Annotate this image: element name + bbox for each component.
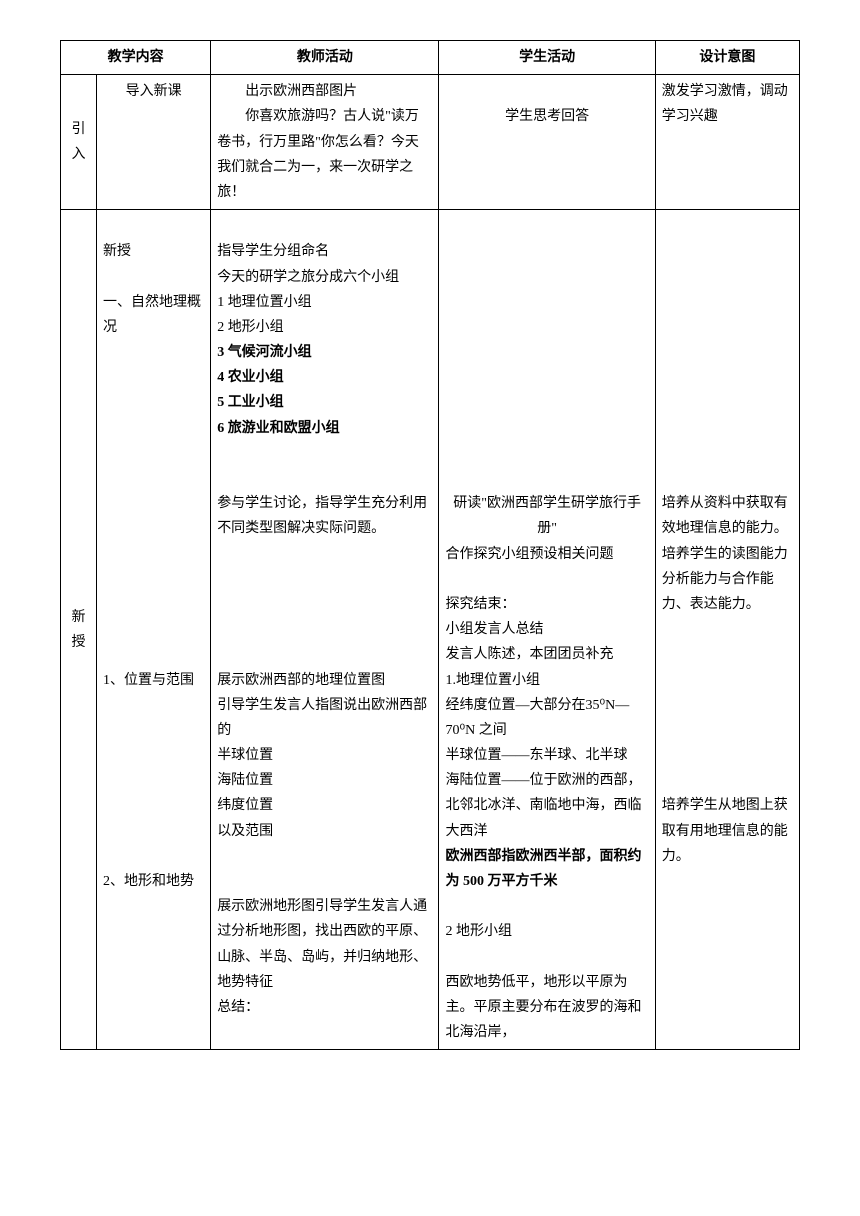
student-section1-line1: 经纬度位置—大部分在35⁰N—70⁰N 之间 [445,693,648,743]
intent-section1: 培养学生从地图上获取有用地理信息的能力。 [662,793,793,869]
student-section2-title: 2 地形小组 [445,919,648,944]
teacher-block1-g2: 2 地形小组 [217,315,432,340]
teacher-section2-line1: 展示欧洲地形图引导学生发言人通过分析地形图，找出西欧的平原、山脉、半岛、岛屿，并… [217,894,432,995]
teacher-block1-g5: 5 工业小组 [217,390,432,415]
teacher-block1-line2: 今天的研学之旅分成六个小组 [217,265,432,290]
student-block2-line3: 探究结束： [445,592,648,617]
teacher-section1-line1: 展示欧洲西部的地理位置图 [217,668,432,693]
header-row: 教学内容 教师活动 学生活动 设计意图 [61,41,800,75]
content-block1-title: 新授 [103,239,204,264]
main-intent: 培养从资料中获取有效地理信息的能力。培养学生的读图能力分析能力与合作能力、表达能… [655,210,799,1050]
student-section1-bold: 欧洲西部指欧洲西半部，面积约为 500 万平方千米 [445,844,648,894]
teacher-block1-line1: 指导学生分组命名 [217,239,432,264]
main-content: 新授 一、自然地理概况 1、位置与范围 2、地形和地势 [97,210,211,1050]
intro-student-text: 学生思考回答 [445,104,648,129]
student-block2-line1: 研读"欧洲西部学生研学旅行手册" [445,491,648,541]
content-block1-sub: 一、自然地理概况 [103,290,204,340]
student-block2-line5: 发言人陈述，本团团员补充 [445,642,648,667]
header-intent: 设计意图 [655,41,799,75]
main-stage: 新授 [61,210,97,1050]
teacher-block1-g3: 3 气候河流小组 [217,340,432,365]
student-section1-line3: 海陆位置——位于欧洲的西部，北邻北冰洋、南临地中海，西临大西洋 [445,768,648,844]
intro-teacher-line2: 你喜欢旅游吗？古人说"读万卷书，行万里路"你怎么看？今天我们就合二为一，来一次研… [217,104,432,205]
student-block2-line4: 小组发言人总结 [445,617,648,642]
intro-content: 导入新课 [97,75,211,210]
main-row: 新授 新授 一、自然地理概况 1、位置与范围 2、地形和地势 指导学生分组命名 … [61,210,800,1050]
main-student: 研读"欧洲西部学生研学旅行手册" 合作探究小组预设相关问题 探究结束： 小组发言… [439,210,655,1050]
teacher-section2-line2: 总结： [217,995,432,1020]
teacher-block2: 参与学生讨论，指导学生充分利用不同类型图解决实际问题。 [217,491,432,541]
intent-block2: 培养从资料中获取有效地理信息的能力。培养学生的读图能力分析能力与合作能力、表达能… [662,491,793,617]
intro-intent: 激发学习激情，调动学习兴趣 [655,75,799,210]
teacher-section1-line4: 海陆位置 [217,768,432,793]
student-section2-line1: 西欧地势低平，地形以平原为主。平原主要分布在波罗的海和北海沿岸， [445,970,648,1046]
teacher-section1-line5: 纬度位置 [217,793,432,818]
student-section1-title: 1.地理位置小组 [445,668,648,693]
teacher-block1-g4: 4 农业小组 [217,365,432,390]
header-teacher: 教师活动 [211,41,439,75]
intro-stage: 引入 [61,75,97,210]
content-section1: 1、位置与范围 [103,668,204,693]
intro-teacher-line1: 出示欧洲西部图片 [217,79,432,104]
teacher-block1-g6: 6 旅游业和欧盟小组 [217,416,432,441]
student-section1-line2: 半球位置——东半球、北半球 [445,743,648,768]
intro-row: 引入 导入新课 出示欧洲西部图片 你喜欢旅游吗？古人说"读万卷书，行万里路"你怎… [61,75,800,210]
student-block2-line2: 合作探究小组预设相关问题 [445,542,648,567]
intro-teacher: 出示欧洲西部图片 你喜欢旅游吗？古人说"读万卷书，行万里路"你怎么看？今天我们就… [211,75,439,210]
main-teacher: 指导学生分组命名 今天的研学之旅分成六个小组 1 地理位置小组 2 地形小组 3… [211,210,439,1050]
teacher-section1-line3: 半球位置 [217,743,432,768]
teacher-section1-line6: 以及范围 [217,819,432,844]
header-student: 学生活动 [439,41,655,75]
teacher-section1-line2: 引导学生发言人指图说出欧洲西部的 [217,693,432,743]
header-content: 教学内容 [61,41,211,75]
teacher-block1-g1: 1 地理位置小组 [217,290,432,315]
content-section2: 2、地形和地势 [103,869,204,894]
lesson-plan-table: 教学内容 教师活动 学生活动 设计意图 引入 导入新课 出示欧洲西部图片 你喜欢… [60,40,800,1050]
intro-student: 学生思考回答 [439,75,655,210]
